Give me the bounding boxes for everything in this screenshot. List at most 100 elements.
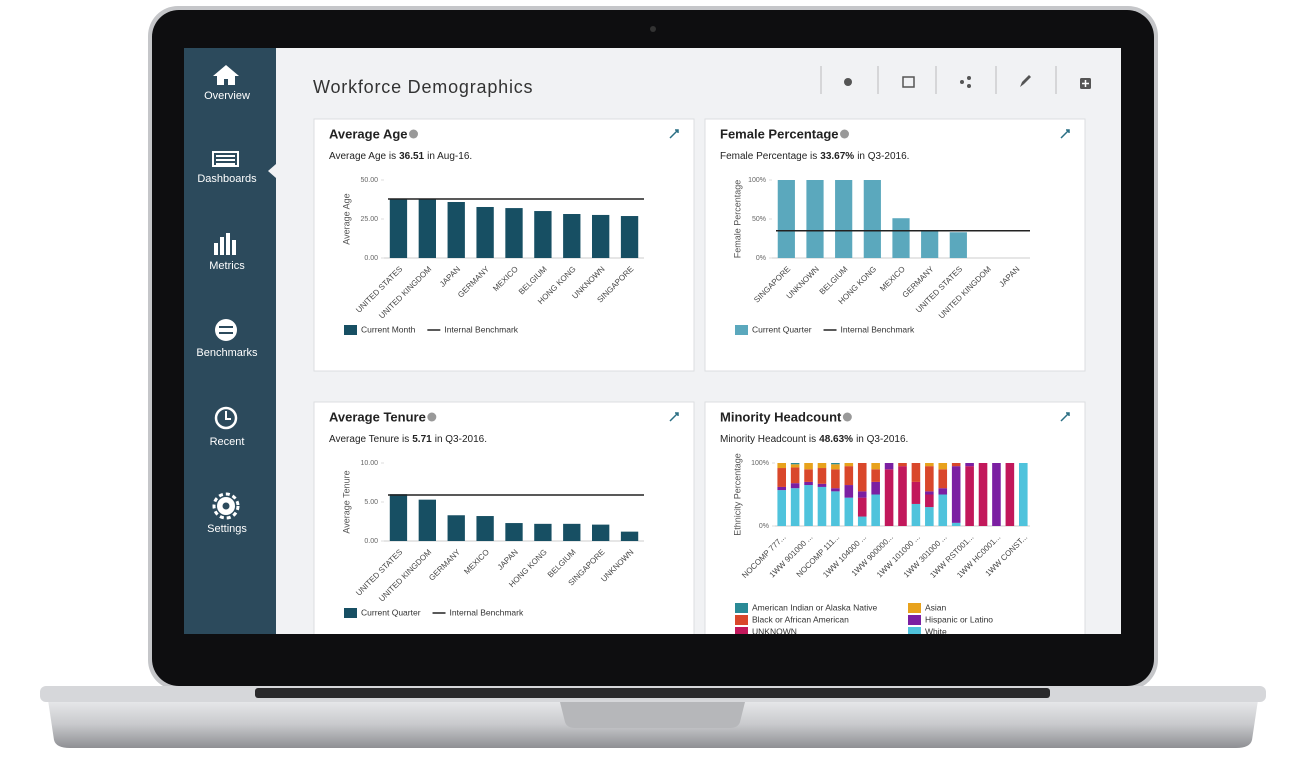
bar-segment [938,494,948,526]
recent-icon [214,406,238,430]
share-button[interactable] [960,80,964,84]
bar-segment [804,469,813,482]
dashboard-icon [212,151,239,167]
legend-swatch [344,325,357,335]
bar-segment [844,466,854,486]
summary-suffix: in Q3-2016. [857,151,909,162]
info-icon[interactable] [840,129,850,139]
legend-label: American Indian or Alaska Native [752,602,877,612]
summary-prefix: Average Age is [329,151,396,162]
settings-icon-hole [222,502,230,510]
bar-segment [1018,463,1028,526]
expand-icon[interactable] [1060,412,1070,422]
hinge [255,688,1050,698]
bar [835,180,853,258]
legend-label: Hispanic or Latino [925,614,993,624]
chart-panel: Female Percentage Female Percentage is 33.… [704,118,1086,372]
y-tick-label: 0% [756,255,766,262]
chart-title: Average Age [329,126,408,141]
nav-label[interactable]: Dashboards [197,173,257,185]
nav-label[interactable]: Overview [204,90,250,102]
metrics-icon-bar [214,243,218,255]
chart-summary: Minority Headcount is 48.63% in Q3-2016. [720,434,908,445]
bar-segment [817,468,827,484]
filter-button[interactable] [844,78,852,86]
info-icon[interactable] [409,129,419,139]
chart-panel: Average Age Average Age is 36.51 in Aug-16.… [313,118,695,372]
summary-suffix: in Q3-2016. [435,434,487,445]
benchmarks-icon-arrows [219,326,233,334]
bar-segment [925,466,934,492]
y-tick-label: 50.00 [360,177,378,184]
y-tick-label: 25.00 [360,216,378,223]
bar [592,214,610,258]
nav-label[interactable]: Benchmarks [196,347,258,359]
expand-icon[interactable] [1060,129,1070,139]
bar [892,218,910,258]
legend-label: Current Quarter [752,324,812,334]
bar [389,494,408,541]
legend-swatch [344,608,357,618]
chart-title: Minority Headcount [720,409,842,424]
bar [949,232,967,258]
chart-summary: Average Age is 36.51 in Aug-16. [329,151,472,162]
legend-swatch [735,615,748,625]
bar-segment [790,463,800,465]
summary-prefix: Minority Headcount is [720,434,816,445]
thumb-notch [560,702,745,728]
legend-swatch [908,603,921,613]
bar-segment [790,464,800,468]
panels: Average Age Average Age is 36.51 in Aug-16.… [313,118,1086,636]
nav-label[interactable]: Metrics [209,260,245,272]
bar-segment [831,464,840,470]
nav-label[interactable]: Recent [210,436,245,448]
dashboard-icon-line [216,163,235,165]
panel-card [313,401,695,634]
y-tick-label: 100% [751,460,769,467]
summary-value: 33.67% [820,151,854,162]
bar-segment [978,463,988,526]
expand-icon[interactable] [669,129,679,139]
legend-swatch [908,615,921,625]
bar [592,524,610,541]
bar-segment [992,463,1001,526]
bar [620,531,639,541]
edit-button[interactable] [1020,75,1031,87]
bar-segment [925,507,934,526]
legend-swatch [908,627,921,634]
bar-segment [857,463,867,492]
toolbar[interactable] [844,75,1091,89]
info-icon[interactable] [427,412,437,422]
bar-segment [857,516,867,526]
active-notch [268,164,276,178]
bar [777,180,795,258]
bar [476,516,494,541]
bar-segment [951,522,961,526]
nav-icons [212,65,240,520]
bar [863,180,881,258]
expand-icon[interactable] [669,412,679,422]
bar-segment [925,491,934,495]
bar-segment [790,483,800,489]
calendar-button[interactable] [902,76,915,88]
bar [563,214,581,258]
benchmarks-icon [215,319,237,341]
bar-segment [804,485,813,526]
legend-label: White [925,626,947,636]
y-tick-label: 0% [759,523,769,530]
metrics-icon-bar [232,240,236,255]
legend-label: UNKNOWN [752,626,797,636]
dashboard-icon-line [216,155,235,157]
y-tick-label: 0.00 [364,255,378,262]
screen: Overview Dashboards Metrics Benchmarks Recen… [184,48,1121,636]
camera [650,26,656,32]
legend-label: Black or African American [752,614,849,624]
info-icon[interactable] [842,412,852,422]
metrics-icon-bar [226,233,230,255]
page-title: Workforce Demographics [313,77,533,97]
y-axis-label: Female Percentage [732,180,742,259]
y-tick-label: 10.00 [360,460,378,467]
bar [620,216,639,258]
nav-label[interactable]: Settings [207,523,247,535]
bar-segment [777,490,787,526]
